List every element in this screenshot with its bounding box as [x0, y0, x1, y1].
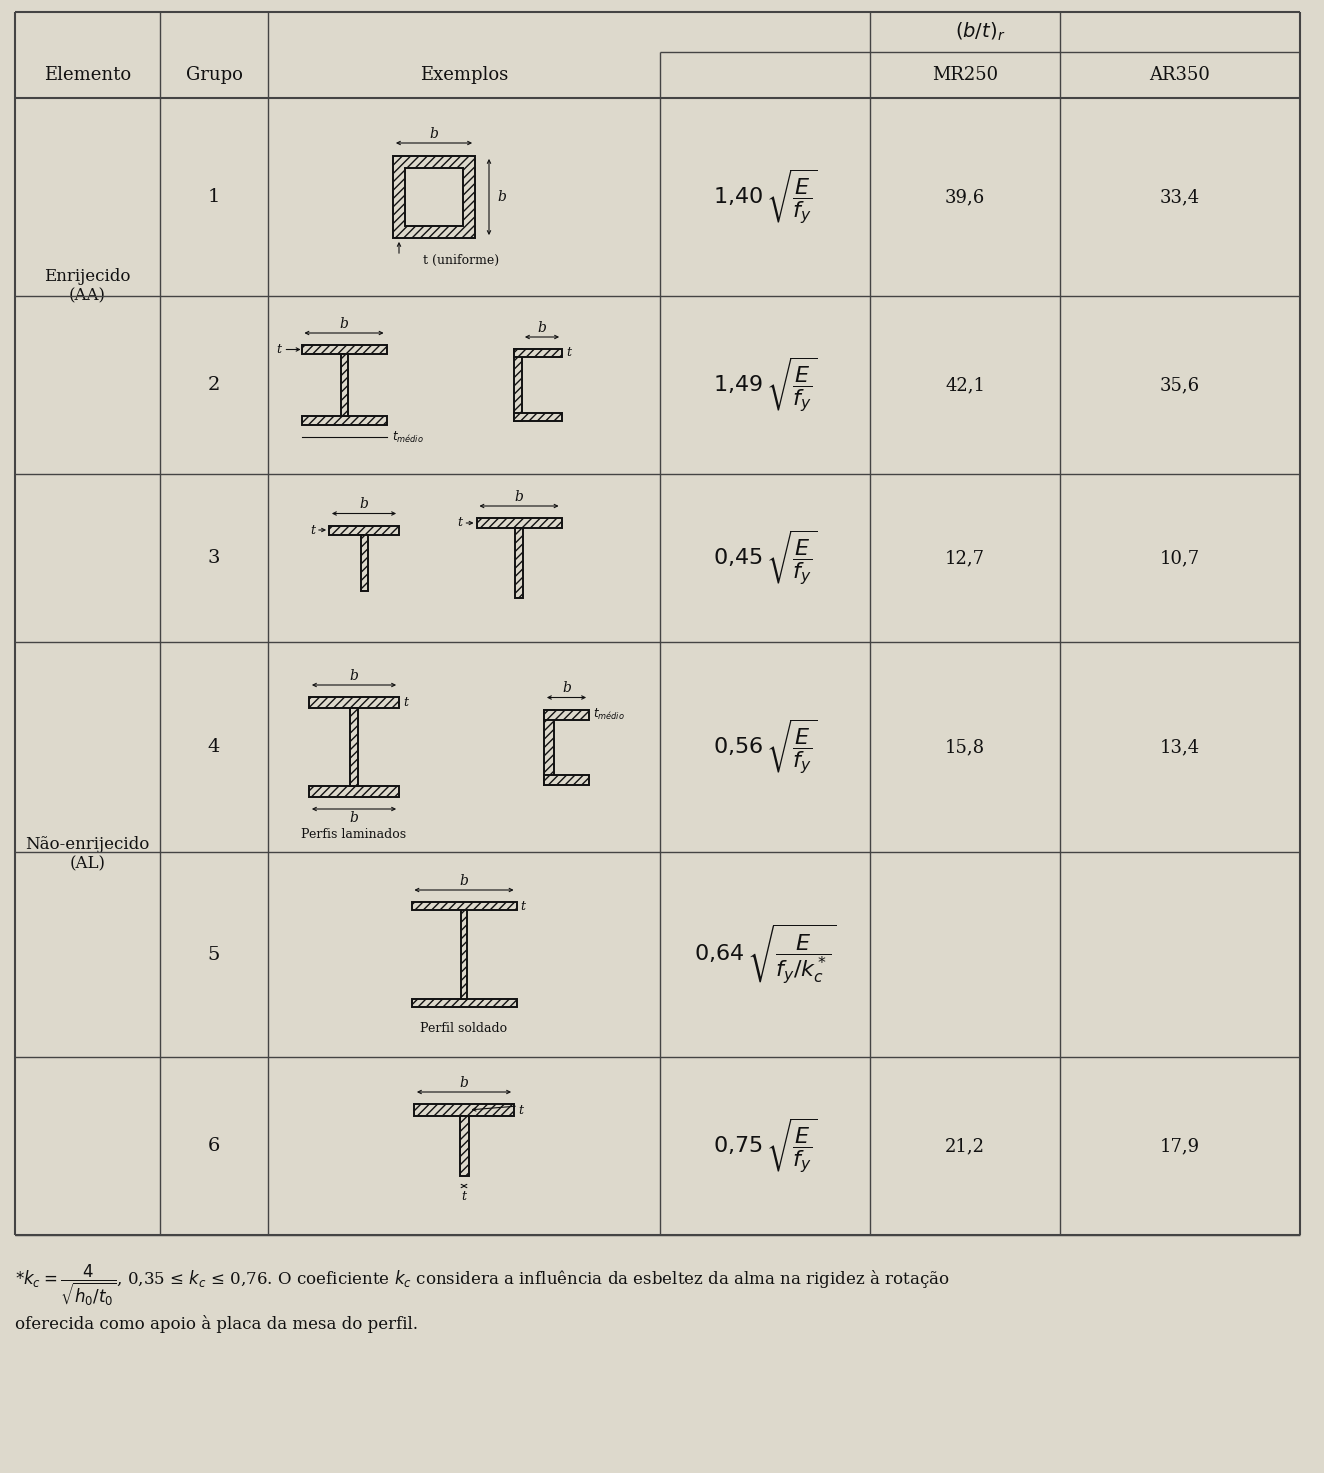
Text: t: t: [458, 517, 462, 529]
Text: b: b: [360, 498, 368, 511]
Text: $0{,}56\,\sqrt{\dfrac{E}{f_y}}$: $0{,}56\,\sqrt{\dfrac{E}{f_y}}$: [712, 717, 817, 776]
Text: 12,7: 12,7: [945, 549, 985, 567]
Text: 42,1: 42,1: [945, 376, 985, 393]
Polygon shape: [412, 901, 516, 910]
Text: $t_{médio}$: $t_{médio}$: [392, 430, 424, 445]
Text: $1{,}49\,\sqrt{\dfrac{E}{f_y}}$: $1{,}49\,\sqrt{\dfrac{E}{f_y}}$: [712, 355, 817, 415]
Text: 33,4: 33,4: [1160, 189, 1200, 206]
Text: b: b: [496, 190, 506, 203]
Text: t: t: [520, 900, 526, 912]
Text: $(b/t)_r$: $(b/t)_r$: [955, 21, 1005, 43]
Text: b: b: [429, 127, 438, 141]
Text: Exemplos: Exemplos: [420, 66, 508, 84]
Text: b: b: [459, 1075, 469, 1090]
Text: $t_{médio}$: $t_{médio}$: [593, 707, 625, 722]
Text: 13,4: 13,4: [1160, 738, 1200, 756]
Text: oferecida como apoio à placa da mesa do perfil.: oferecida como apoio à placa da mesa do …: [15, 1315, 418, 1333]
Polygon shape: [477, 518, 561, 527]
Text: $0{,}64\,\sqrt{\dfrac{E}{f_y/k_c^*}}$: $0{,}64\,\sqrt{\dfrac{E}{f_y/k_c^*}}$: [694, 922, 837, 987]
Text: Perfis laminados: Perfis laminados: [302, 828, 406, 841]
Text: $0{,}75\,\sqrt{\dfrac{E}{f_y}}$: $0{,}75\,\sqrt{\dfrac{E}{f_y}}$: [712, 1117, 817, 1175]
Text: 35,6: 35,6: [1160, 376, 1200, 393]
Text: Perfil soldado: Perfil soldado: [421, 1022, 507, 1036]
Polygon shape: [544, 710, 589, 719]
Polygon shape: [515, 527, 523, 598]
Polygon shape: [461, 910, 467, 999]
Text: 1: 1: [208, 189, 220, 206]
Text: t: t: [277, 343, 282, 356]
Polygon shape: [514, 412, 561, 421]
Text: b: b: [563, 682, 571, 695]
Polygon shape: [340, 354, 347, 415]
Text: t (uniforme): t (uniforme): [422, 253, 499, 267]
Polygon shape: [514, 349, 561, 356]
Polygon shape: [412, 999, 516, 1008]
Text: $0{,}45\,\sqrt{\dfrac{E}{f_y}}$: $0{,}45\,\sqrt{\dfrac{E}{f_y}}$: [712, 529, 817, 588]
Text: 3: 3: [208, 549, 220, 567]
Polygon shape: [459, 1117, 469, 1175]
Polygon shape: [544, 775, 589, 785]
Text: b: b: [350, 669, 359, 683]
Polygon shape: [302, 345, 387, 354]
Text: b: b: [350, 812, 359, 825]
Text: 4: 4: [208, 738, 220, 756]
Text: b: b: [459, 873, 469, 888]
Text: b: b: [339, 317, 348, 331]
Text: t: t: [402, 697, 408, 709]
Polygon shape: [414, 1103, 514, 1117]
Text: t: t: [518, 1103, 523, 1117]
Text: 5: 5: [208, 946, 220, 963]
Polygon shape: [350, 709, 357, 787]
Polygon shape: [308, 787, 399, 797]
Polygon shape: [360, 535, 368, 591]
Text: b: b: [515, 491, 523, 504]
Text: 17,9: 17,9: [1160, 1137, 1200, 1155]
Polygon shape: [393, 156, 475, 239]
Text: Elemento: Elemento: [44, 66, 131, 84]
Text: $1{,}40\,\sqrt{\dfrac{E}{f_y}}$: $1{,}40\,\sqrt{\dfrac{E}{f_y}}$: [712, 168, 817, 227]
Text: t: t: [310, 523, 315, 536]
Text: b: b: [538, 321, 547, 334]
Polygon shape: [302, 415, 387, 426]
Text: MR250: MR250: [932, 66, 998, 84]
Text: 10,7: 10,7: [1160, 549, 1200, 567]
Text: 39,6: 39,6: [945, 189, 985, 206]
Polygon shape: [328, 526, 399, 535]
Polygon shape: [514, 349, 522, 421]
Text: AR350: AR350: [1149, 66, 1210, 84]
Text: 2: 2: [208, 376, 220, 393]
Text: t: t: [565, 346, 571, 359]
Polygon shape: [544, 710, 553, 785]
Text: Grupo: Grupo: [185, 66, 242, 84]
Text: 21,2: 21,2: [945, 1137, 985, 1155]
Text: Enrijecido
(AA): Enrijecido (AA): [44, 268, 131, 305]
Polygon shape: [405, 168, 463, 225]
Text: $*k_c = \dfrac{4}{\sqrt{h_0/t_0}}$, 0,35 ≤ $k_c$ ≤ 0,76. O coeficiente $k_c$ con: $*k_c = \dfrac{4}{\sqrt{h_0/t_0}}$, 0,35…: [15, 1262, 949, 1308]
Text: 15,8: 15,8: [945, 738, 985, 756]
Text: Não-enrijecido
(AL): Não-enrijecido (AL): [25, 837, 150, 873]
Polygon shape: [308, 697, 399, 709]
Text: t: t: [462, 1190, 466, 1202]
Text: 6: 6: [208, 1137, 220, 1155]
